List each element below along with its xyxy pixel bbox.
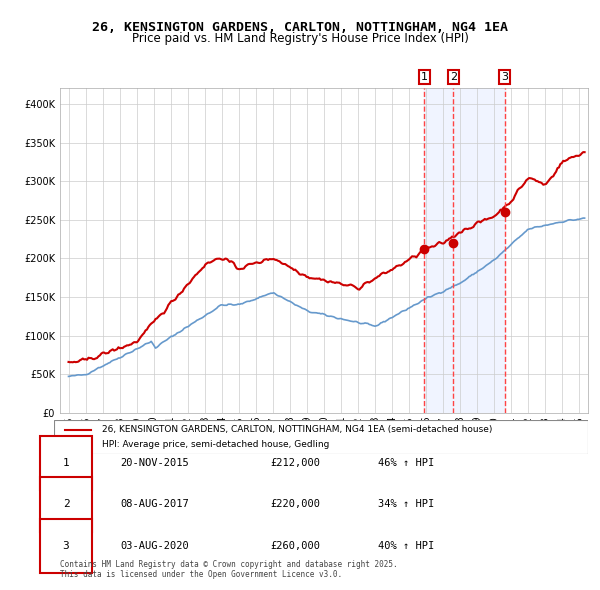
FancyBboxPatch shape [54, 420, 588, 454]
Text: £212,000: £212,000 [270, 458, 320, 468]
Text: 3: 3 [62, 541, 70, 550]
Bar [424, 88, 505, 413]
Text: 3: 3 [501, 72, 508, 82]
Text: HPI: Average price, semi-detached house, Gedling: HPI: Average price, semi-detached house,… [102, 440, 329, 449]
Text: 26, KENSINGTON GARDENS, CARLTON, NOTTINGHAM, NG4 1EA: 26, KENSINGTON GARDENS, CARLTON, NOTTING… [92, 21, 508, 34]
Text: 2: 2 [450, 72, 457, 82]
Text: 03-AUG-2020: 03-AUG-2020 [120, 541, 189, 550]
Text: 1: 1 [421, 72, 428, 82]
Text: 46% ↑ HPI: 46% ↑ HPI [378, 458, 434, 468]
Text: 34% ↑ HPI: 34% ↑ HPI [378, 500, 434, 509]
Text: £220,000: £220,000 [270, 500, 320, 509]
Text: 2: 2 [62, 500, 70, 509]
Text: Price paid vs. HM Land Registry's House Price Index (HPI): Price paid vs. HM Land Registry's House … [131, 32, 469, 45]
Text: 26, KENSINGTON GARDENS, CARLTON, NOTTINGHAM, NG4 1EA (semi-detached house): 26, KENSINGTON GARDENS, CARLTON, NOTTING… [102, 425, 493, 434]
Text: Contains HM Land Registry data © Crown copyright and database right 2025.
This d: Contains HM Land Registry data © Crown c… [60, 560, 398, 579]
Text: 08-AUG-2017: 08-AUG-2017 [120, 500, 189, 509]
Text: 20-NOV-2015: 20-NOV-2015 [120, 458, 189, 468]
Text: 40% ↑ HPI: 40% ↑ HPI [378, 541, 434, 550]
Text: £260,000: £260,000 [270, 541, 320, 550]
Text: 1: 1 [62, 458, 70, 468]
